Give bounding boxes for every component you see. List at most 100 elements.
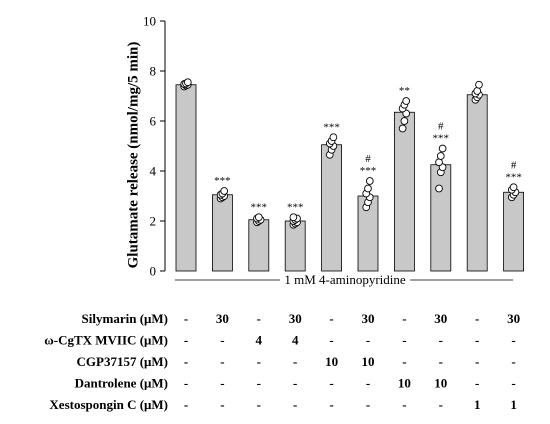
treatment-row-label: Silymarin (μM) — [82, 311, 168, 326]
treatment-cell: - — [184, 311, 188, 326]
data-point — [329, 133, 338, 142]
treatment-cell: - — [402, 333, 406, 348]
treatment-cell: 10 — [434, 376, 447, 391]
bar — [430, 164, 452, 272]
data-point — [509, 183, 518, 192]
y-axis: 0 2 4 6 8 10 — [143, 14, 166, 279]
y-tick-label: 6 — [150, 114, 157, 129]
data-point — [473, 87, 482, 95]
treatment-cell: 4 — [256, 333, 263, 348]
y-tick-label: 8 — [150, 64, 157, 79]
treatment-row-label: CGP37157 (μM) — [77, 354, 169, 369]
treatment-cell: - — [293, 397, 297, 412]
significance-marker: *** — [323, 121, 340, 133]
treatment-cell: - — [220, 376, 224, 391]
data-point — [398, 124, 407, 133]
data-point — [365, 177, 374, 185]
treatment-cell: - — [329, 376, 333, 391]
treatment-cell: - — [329, 333, 333, 348]
treatment-cell: 1 — [510, 397, 517, 412]
y-tick-label: 2 — [150, 214, 157, 229]
treatment-cell: - — [439, 333, 443, 348]
bar — [248, 219, 270, 272]
treatment-cell: - — [184, 333, 188, 348]
significance-annotations: ****** *********#*****#***# — [214, 85, 522, 213]
treatment-row-label: Xestospongin C (μM) — [49, 397, 168, 412]
treatment-cell: 10 — [398, 376, 411, 391]
treatment-cell: - — [475, 333, 479, 348]
bar — [175, 84, 197, 272]
bar — [284, 220, 306, 272]
baseline-label: 1 mM 4-aminopyridine — [284, 272, 406, 287]
treatment-cell: - — [439, 354, 443, 369]
significance-marker: ** — [399, 85, 410, 97]
data-point — [435, 158, 443, 167]
data-point — [402, 97, 411, 105]
y-tick-label: 0 — [150, 264, 157, 279]
treatment-cell: 30 — [507, 311, 520, 326]
treatment-cell: - — [366, 376, 370, 391]
treatment-cell: - — [402, 354, 406, 369]
treatment-cell: - — [293, 376, 297, 391]
data-points — [180, 78, 520, 229]
baseline-group: 1 mM 4-aminopyridine — [175, 272, 513, 287]
treatment-cell: - — [220, 397, 224, 412]
treatment-cell: - — [257, 311, 261, 326]
treatment-cell: - — [329, 311, 333, 326]
bar — [503, 191, 525, 272]
data-point — [475, 80, 483, 89]
data-point — [364, 184, 372, 193]
treatment-cell: - — [257, 376, 261, 391]
bar — [393, 111, 415, 272]
treatment-cell: - — [257, 397, 261, 412]
significance-marker: # — [438, 121, 444, 133]
treatment-row-label: Dantrolene (μM) — [75, 376, 168, 391]
treatment-cell: - — [184, 376, 188, 391]
significance-marker: *** — [287, 201, 304, 213]
treatment-cell: - — [475, 311, 479, 326]
treatment-cell: 30 — [362, 311, 375, 326]
treatment-cell: - — [220, 354, 224, 369]
data-point — [220, 187, 229, 195]
treatment-cell: - — [402, 311, 406, 326]
y-tick-label: 4 — [150, 164, 157, 179]
treatment-cell: - — [257, 354, 261, 369]
treatment-cell: - — [402, 397, 406, 412]
treatment-cell: - — [366, 333, 370, 348]
treatment-cell: - — [511, 354, 515, 369]
treatment-cell: 10 — [362, 354, 375, 369]
significance-marker: # — [511, 159, 517, 171]
data-point — [400, 117, 409, 125]
treatment-row-label: ω-CgTX MVIIC (μM) — [44, 333, 168, 348]
bar — [466, 94, 488, 272]
significance-marker: *** — [433, 133, 450, 145]
data-point — [435, 184, 443, 193]
treatment-cell: - — [511, 333, 515, 348]
data-point — [289, 213, 298, 222]
treatment-cell: 1 — [474, 397, 481, 412]
significance-marker: *** — [360, 165, 377, 177]
treatment-cell: - — [220, 333, 224, 348]
significance-marker: *** — [251, 201, 268, 213]
treatment-cell: 10 — [325, 354, 338, 369]
treatment-cell: 4 — [292, 333, 299, 348]
treatment-cell: - — [184, 397, 188, 412]
treatment-cell: 30 — [289, 311, 302, 326]
treatment-cell: - — [475, 354, 479, 369]
treatment-cell: - — [475, 376, 479, 391]
data-point — [438, 144, 447, 153]
bar — [321, 144, 343, 272]
y-tick-label: 10 — [143, 14, 156, 29]
treatment-table: Silymarin (μM) - 30 - 30 - 30 - 30 - 30 ω-CgTX MVII… — [44, 311, 520, 412]
significance-marker: *** — [214, 175, 231, 187]
treatment-cell: - — [439, 397, 443, 412]
treatment-cell: 30 — [434, 311, 447, 326]
significance-marker: *** — [505, 171, 522, 183]
data-point — [254, 213, 263, 222]
bar — [211, 194, 233, 272]
data-point — [436, 152, 445, 160]
data-point — [183, 78, 192, 87]
treatment-cell: - — [366, 397, 370, 412]
